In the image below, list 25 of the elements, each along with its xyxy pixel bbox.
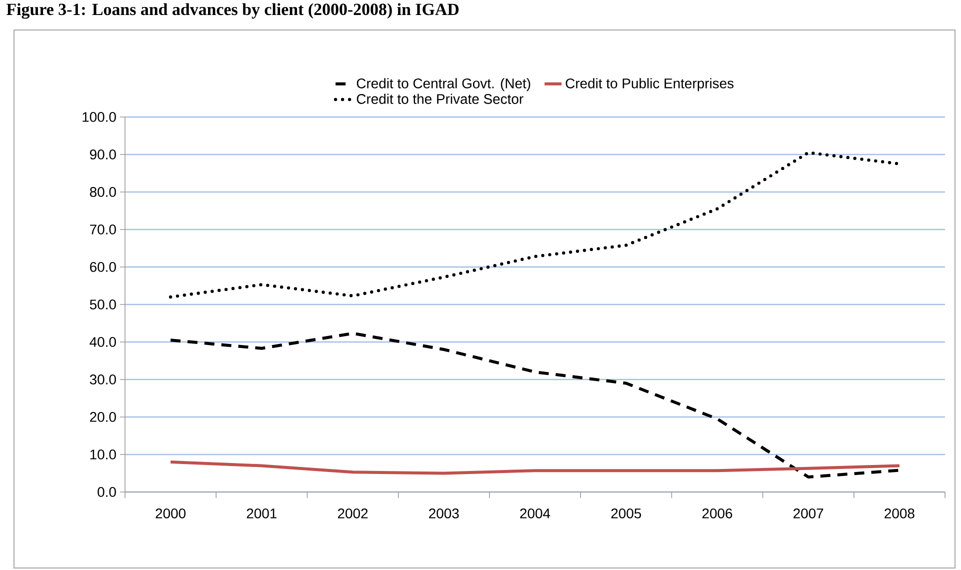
line-series <box>169 332 901 478</box>
y-tick-label: 30.0 <box>90 374 116 384</box>
y-tick-label: 90.0 <box>90 150 116 160</box>
y-tick-label: 20.0 <box>90 412 116 422</box>
x-tick-label: 2006 <box>702 508 732 518</box>
y-tick-label: 100.0 <box>82 112 116 122</box>
x-tick-label: 2005 <box>611 508 642 518</box>
y-tick-label: 0.0 <box>98 487 116 497</box>
legend-label: Credit to Central Govt. (Net) <box>356 78 530 92</box>
y-tick-label: 10.0 <box>90 450 116 460</box>
y-tick-label: 60.0 <box>90 262 116 272</box>
x-tick-label: 2008 <box>884 508 914 518</box>
legend-label: Credit to Public Enterprises <box>566 78 734 92</box>
x-tick-label: 2000 <box>156 508 186 518</box>
y-tick-label: 50.0 <box>90 300 116 310</box>
legend-label: Credit to the Private Sector <box>356 94 524 104</box>
x-tick-label: 2001 <box>246 508 277 518</box>
chart-title: Figure 3-1: Loans and advances by client (2000-2008) in IGAD <box>6 3 459 19</box>
y-tick-label: 40.0 <box>90 337 116 347</box>
x-tick-label: 2004 <box>520 508 550 518</box>
x-tick-label: 2002 <box>338 508 368 518</box>
y-tick-label: 70.0 <box>90 224 116 234</box>
y-tick-label: 80.0 <box>90 187 116 197</box>
x-tick-label: 2007 <box>794 508 824 518</box>
x-tick-label: 2003 <box>429 508 459 518</box>
